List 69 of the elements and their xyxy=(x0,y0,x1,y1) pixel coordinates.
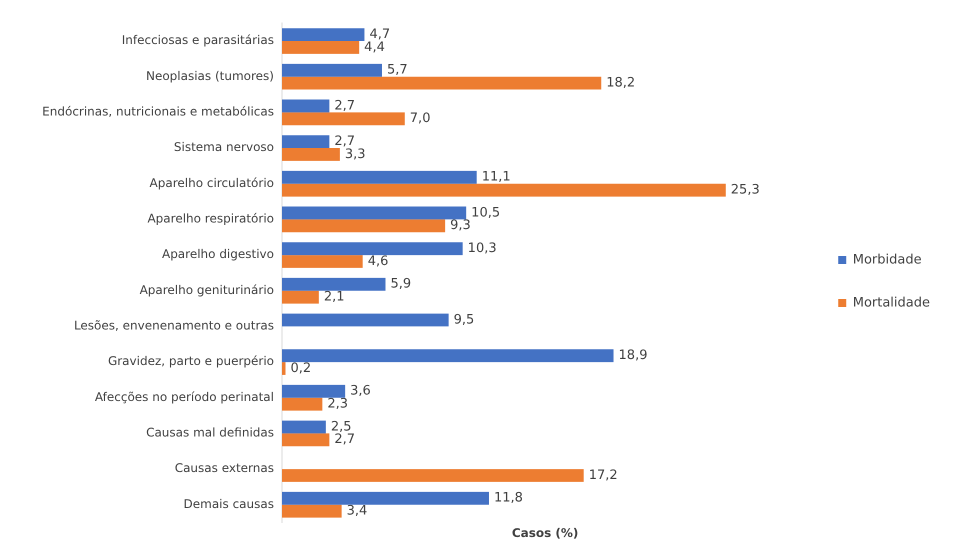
bar xyxy=(282,100,330,112)
y-tick-label: Aparelho digestivo xyxy=(162,247,274,262)
bar xyxy=(282,135,330,148)
data-label: 25,3 xyxy=(730,182,760,198)
bar xyxy=(282,41,360,54)
y-tick-label: Causas externas xyxy=(174,461,274,476)
bar xyxy=(282,469,584,482)
data-label: 9,5 xyxy=(454,312,474,328)
data-label: 3,3 xyxy=(344,146,366,162)
x-axis-title: Casos (%) xyxy=(512,526,578,540)
y-tick-label: Endócrinas, nutricionais e metabólicas xyxy=(42,104,274,119)
bar xyxy=(282,384,346,398)
bar xyxy=(282,492,489,505)
bar xyxy=(282,314,449,326)
data-label: 2,7 xyxy=(334,98,356,114)
data-label: 17,2 xyxy=(588,468,618,483)
bar xyxy=(282,64,382,77)
y-tick-label: Aparelho geniturinário xyxy=(140,282,274,297)
bar xyxy=(282,504,342,518)
data-label: 4,4 xyxy=(364,40,385,55)
data-label: 9,3 xyxy=(450,218,471,234)
bar xyxy=(282,148,340,161)
data-label: 3,4 xyxy=(346,504,368,519)
y-tick-label: Lesões, envenenamento e outras xyxy=(74,318,274,333)
legend-label: Mortalidade xyxy=(852,295,930,310)
bar xyxy=(282,290,319,304)
bar xyxy=(282,206,466,220)
bar xyxy=(282,76,602,90)
data-label: 2,1 xyxy=(324,290,345,305)
bar xyxy=(282,184,726,197)
y-tick-label: Sistema nervoso xyxy=(174,140,274,154)
bar xyxy=(282,398,322,411)
bar xyxy=(282,219,446,232)
data-label: 10,5 xyxy=(471,205,500,220)
y-tick-label: Demais causas xyxy=(184,496,274,511)
y-tick-label: Aparelho circulatório xyxy=(150,176,274,190)
y-tick-label: Infecciosas e parasitárias xyxy=(122,33,274,48)
data-label: 3,6 xyxy=(350,384,371,399)
data-label: 11,1 xyxy=(482,170,511,185)
data-label: 5,9 xyxy=(390,276,412,292)
data-label: 4,6 xyxy=(368,254,388,269)
data-label: 4,7 xyxy=(369,26,390,42)
data-label: 7,0 xyxy=(410,111,430,126)
data-label: 18,9 xyxy=(618,348,648,364)
data-label: 11,8 xyxy=(494,490,523,506)
bar xyxy=(282,255,363,268)
bar xyxy=(282,242,463,256)
data-label: 2,7 xyxy=(334,432,356,448)
data-label: 2,3 xyxy=(327,396,348,412)
data-label: 0,2 xyxy=(290,360,312,376)
y-tick-label: Causas mal definidas xyxy=(146,426,274,440)
data-label: 5,7 xyxy=(386,62,408,78)
data-label: 18,2 xyxy=(606,76,636,91)
bar xyxy=(282,278,386,291)
bar xyxy=(282,420,326,434)
data-label: 2,7 xyxy=(334,134,356,150)
bar xyxy=(282,433,330,446)
bar xyxy=(282,170,477,184)
y-tick-label: Afecções no período perinatal xyxy=(94,390,274,404)
bar xyxy=(282,349,614,362)
bar xyxy=(282,362,286,375)
bar xyxy=(282,28,364,42)
legend-label: Morbidade xyxy=(852,252,922,268)
y-tick-label: Neoplasias (tumores) xyxy=(146,68,274,83)
data-label: 2,5 xyxy=(330,419,352,434)
y-tick-label: Gravidez, parto e puerpério xyxy=(108,354,274,368)
y-tick-label: Aparelho respiratório xyxy=(147,212,274,226)
bar xyxy=(282,112,405,126)
data-label: 10,3 xyxy=(468,241,497,256)
